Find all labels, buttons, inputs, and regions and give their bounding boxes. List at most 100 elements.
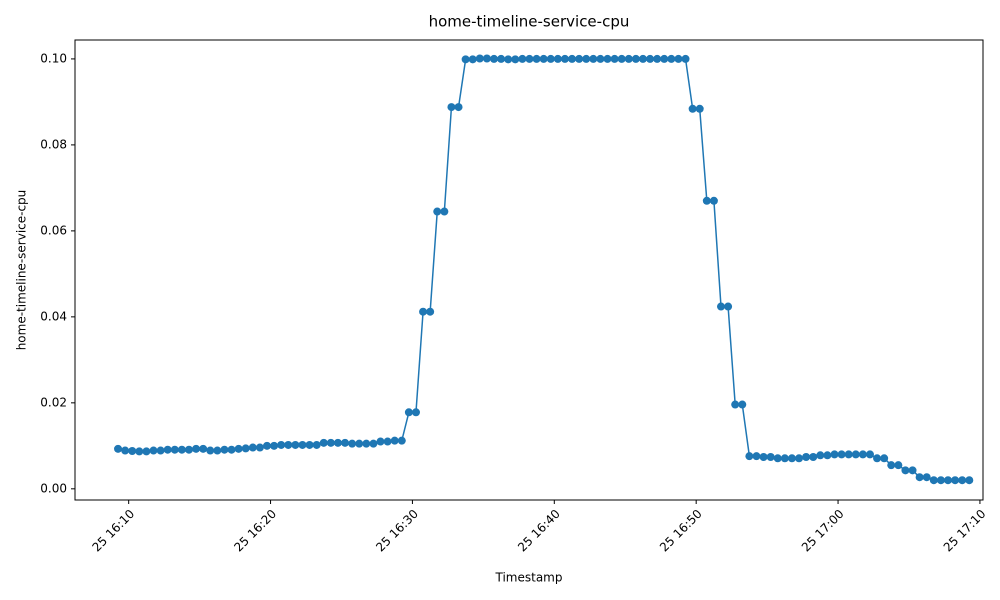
point <box>915 473 924 482</box>
point <box>234 444 243 453</box>
point <box>724 302 733 311</box>
point <box>128 446 137 455</box>
point <box>660 54 669 63</box>
point <box>156 446 165 455</box>
point <box>688 104 697 113</box>
point <box>397 436 406 445</box>
point <box>348 439 357 448</box>
point <box>163 445 172 454</box>
point <box>511 55 520 64</box>
point <box>617 54 626 63</box>
point <box>674 54 683 63</box>
point <box>958 476 967 485</box>
point <box>305 440 314 449</box>
plot-frame <box>74 39 984 501</box>
point <box>752 452 761 461</box>
point <box>873 454 882 463</box>
point <box>255 443 264 452</box>
x-tick-label: 25 16:40 <box>515 507 563 555</box>
point <box>546 54 555 63</box>
point <box>461 55 470 64</box>
point <box>482 54 491 63</box>
point <box>319 438 328 447</box>
point <box>795 454 804 463</box>
point <box>646 54 655 63</box>
point <box>865 450 874 459</box>
point <box>532 54 541 63</box>
x-tick-label: 25 16:20 <box>231 507 279 555</box>
point <box>894 461 903 470</box>
point <box>291 440 300 449</box>
point <box>355 439 364 448</box>
point <box>518 54 527 63</box>
point <box>745 452 754 461</box>
point <box>908 466 917 475</box>
point <box>504 55 513 64</box>
point <box>277 440 286 449</box>
point <box>603 54 612 63</box>
point <box>759 453 768 462</box>
point <box>490 54 499 63</box>
point <box>717 302 726 311</box>
y-tick-label: 0.04 <box>40 309 67 323</box>
point <box>951 476 960 485</box>
point <box>440 207 449 216</box>
point <box>780 454 789 463</box>
point <box>114 444 123 453</box>
x-tick-label: 25 16:30 <box>373 507 421 555</box>
point <box>851 450 860 459</box>
point <box>192 444 201 453</box>
point <box>263 441 272 450</box>
point <box>638 54 647 63</box>
point <box>844 450 853 459</box>
point <box>213 446 222 455</box>
point <box>411 408 420 417</box>
point <box>341 438 350 447</box>
x-tick-label: 25 16:50 <box>657 507 705 555</box>
point <box>809 453 818 462</box>
point <box>816 451 825 460</box>
point <box>142 447 151 456</box>
point <box>653 54 662 63</box>
point <box>568 54 577 63</box>
point <box>631 54 640 63</box>
point <box>667 54 676 63</box>
point <box>248 443 257 452</box>
point <box>709 196 718 205</box>
point <box>298 440 307 449</box>
point <box>589 54 598 63</box>
x-tick-label: 25 16:10 <box>89 507 137 555</box>
point <box>284 440 293 449</box>
point <box>220 445 229 454</box>
y-tick-label: 0.00 <box>40 481 67 495</box>
point <box>610 54 619 63</box>
point <box>695 104 704 113</box>
point <box>624 54 633 63</box>
x-tick-label: 25 17:10 <box>941 507 989 555</box>
point <box>802 453 811 462</box>
point <box>447 103 456 112</box>
point <box>596 54 605 63</box>
point <box>830 450 839 459</box>
y-tick-label: 0.08 <box>40 137 67 151</box>
point <box>369 439 378 448</box>
point <box>404 408 413 417</box>
point <box>135 447 144 456</box>
point <box>362 439 371 448</box>
x-tick-label: 25 17:00 <box>799 507 847 555</box>
point <box>475 54 484 63</box>
y-tick-label: 0.10 <box>40 51 67 65</box>
point <box>858 450 867 459</box>
point <box>184 445 193 454</box>
y-tick-label: 0.02 <box>40 395 67 409</box>
point <box>738 400 747 409</box>
point <box>326 438 335 447</box>
point <box>312 440 321 449</box>
chart-title: home-timeline-service-cpu <box>429 13 630 31</box>
point <box>560 54 569 63</box>
point <box>525 54 534 63</box>
point <box>553 54 562 63</box>
point <box>121 446 130 455</box>
point <box>887 461 896 470</box>
point <box>965 476 974 485</box>
